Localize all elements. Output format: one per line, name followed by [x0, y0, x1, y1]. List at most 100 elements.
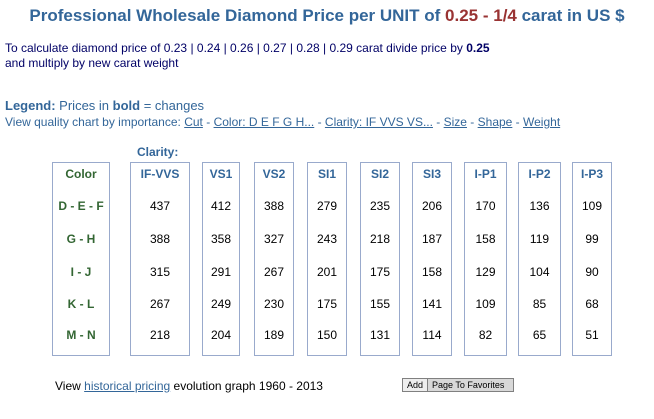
- price-cell: 85: [532, 297, 547, 311]
- clarity-header: IF-VVS: [140, 167, 180, 181]
- color-column: Color D - E - F G - H I - J K - L M - N: [52, 162, 110, 356]
- price-cell: 206: [421, 199, 443, 213]
- color-row-label: K - L: [67, 297, 95, 311]
- price-cell: 170: [475, 199, 496, 213]
- price-cell: 158: [475, 232, 496, 246]
- link-size[interactable]: Size: [443, 115, 467, 129]
- price-cell: 267: [149, 297, 171, 311]
- calculation-instructions: To calculate diamond price of 0.23 | 0.2…: [5, 41, 490, 71]
- quality-chart-links: View quality chart by importance: Cut - …: [5, 115, 560, 129]
- price-cell: 175: [369, 265, 391, 279]
- clarity-column-si3: SI3 206 187 158 141 114: [412, 162, 452, 356]
- link-shape[interactable]: Shape: [477, 115, 513, 129]
- price-cell: 65: [532, 328, 547, 342]
- link-cut[interactable]: Cut: [184, 115, 203, 129]
- color-row-label: D - E - F: [58, 199, 104, 213]
- clarity-column-i-p2: I-P2 136 119 104 85 65: [518, 162, 561, 356]
- title-prefix: Professional Wholesale Diamond Price per…: [29, 6, 446, 25]
- price-cell: 412: [210, 199, 232, 213]
- clarity-column-si1: SI1 279 243 201 175 150: [307, 162, 347, 356]
- price-cell: 131: [369, 328, 391, 342]
- price-cell: 388: [149, 232, 171, 246]
- clarity-column-i-p3: I-P3 109 99 90 68 51: [572, 162, 612, 356]
- link-separator: -: [202, 115, 214, 129]
- legend-text2: = changes: [140, 98, 205, 113]
- price-cell: 104: [529, 265, 550, 279]
- link-separator: -: [466, 115, 478, 129]
- price-cell: 327: [263, 232, 285, 246]
- clarity-header: VS1: [209, 167, 233, 181]
- link-separator: -: [432, 115, 444, 129]
- price-cell: 218: [369, 232, 391, 246]
- price-cell: 358: [210, 232, 232, 246]
- instructions-line1: To calculate diamond price of 0.23 | 0.2…: [5, 41, 467, 55]
- legend-text1: Prices in: [55, 98, 113, 113]
- instructions-divisor: 0.25: [466, 41, 490, 55]
- price-cell: 51: [585, 328, 599, 342]
- legend-bold-word: bold: [112, 98, 141, 113]
- price-cell: 388: [263, 199, 285, 213]
- price-cell: 119: [529, 232, 550, 246]
- clarity-header: VS2: [262, 167, 286, 181]
- price-cell: 187: [421, 232, 443, 246]
- clarity-column-i-p1: I-P1 170 158 129 109 82: [464, 162, 507, 356]
- price-cell: 218: [149, 328, 171, 342]
- price-cell: 109: [475, 297, 496, 311]
- legend-label: Legend:: [5, 98, 56, 113]
- price-cell: 129: [475, 265, 496, 279]
- price-cell: 109: [581, 199, 603, 213]
- title-suffix: carat in US $: [516, 6, 625, 25]
- color-row-label: I - J: [70, 265, 92, 279]
- link-separator: -: [314, 115, 325, 129]
- price-cell: 437: [149, 199, 171, 213]
- link-clarity[interactable]: Clarity: IF VVS VS...: [324, 115, 433, 129]
- link-separator: -: [512, 115, 524, 129]
- footer-suffix: evolution graph 1960 - 2013: [170, 379, 323, 393]
- link-weight[interactable]: Weight: [523, 115, 561, 129]
- page-title: Professional Wholesale Diamond Price per…: [0, 6, 654, 26]
- price-cell: 141: [421, 297, 443, 311]
- clarity-header: I-P1: [474, 167, 497, 181]
- price-cell: 175: [316, 297, 338, 311]
- price-cell: 189: [263, 328, 285, 342]
- price-cell: 230: [263, 297, 285, 311]
- price-cell: 99: [585, 232, 599, 246]
- title-carat-highlight: 0.25 - 1/4: [445, 6, 517, 25]
- footer-prefix: View: [55, 379, 85, 393]
- price-cell: 315: [149, 265, 171, 279]
- price-cell: 279: [316, 199, 338, 213]
- price-cell: 114: [422, 328, 442, 342]
- clarity-header: I-P3: [580, 167, 603, 181]
- price-cell: 249: [210, 297, 232, 311]
- price-cell: 235: [369, 199, 391, 213]
- price-cell: 243: [316, 232, 338, 246]
- instructions-line2: and multiply by new carat weight: [5, 56, 179, 70]
- clarity-column-si2: SI2 235 218 175 155 131: [360, 162, 400, 356]
- price-cell: 150: [316, 328, 338, 342]
- historical-pricing-note: View historical pricing evolution graph …: [55, 379, 323, 393]
- price-cell: 201: [316, 265, 338, 279]
- price-cell: 204: [210, 328, 232, 342]
- price-cell: 291: [210, 265, 232, 279]
- price-cell: 158: [421, 265, 443, 279]
- clarity-header: I-P2: [528, 167, 551, 181]
- color-row-label: G - H: [66, 232, 96, 246]
- quality-chart-prefix: View quality chart by importance:: [5, 115, 185, 129]
- favorites-add-label: Add: [403, 379, 429, 391]
- color-header: Color: [65, 167, 97, 181]
- price-cell: 68: [585, 297, 599, 311]
- color-row-label: M - N: [66, 328, 96, 342]
- price-cell: 136: [529, 199, 550, 213]
- clarity-column-if-vvs: IF-VVS 437 388 315 267 218: [130, 162, 190, 356]
- favorites-label: Page To Favorites: [432, 380, 505, 390]
- price-cell: 90: [585, 265, 599, 279]
- clarity-column-vs2: VS2 388 327 267 230 189: [254, 162, 294, 356]
- clarity-header: SI1: [317, 167, 336, 181]
- legend: Legend: Prices in bold = changes: [5, 98, 204, 113]
- add-to-favorites-button[interactable]: Add Page To Favorites: [402, 378, 514, 392]
- price-cell: 82: [478, 328, 493, 342]
- historical-pricing-link[interactable]: historical pricing: [84, 379, 171, 393]
- clarity-header: SI2: [370, 167, 389, 181]
- link-color[interactable]: Color: D E F G H...: [213, 115, 315, 129]
- price-cell: 155: [369, 297, 391, 311]
